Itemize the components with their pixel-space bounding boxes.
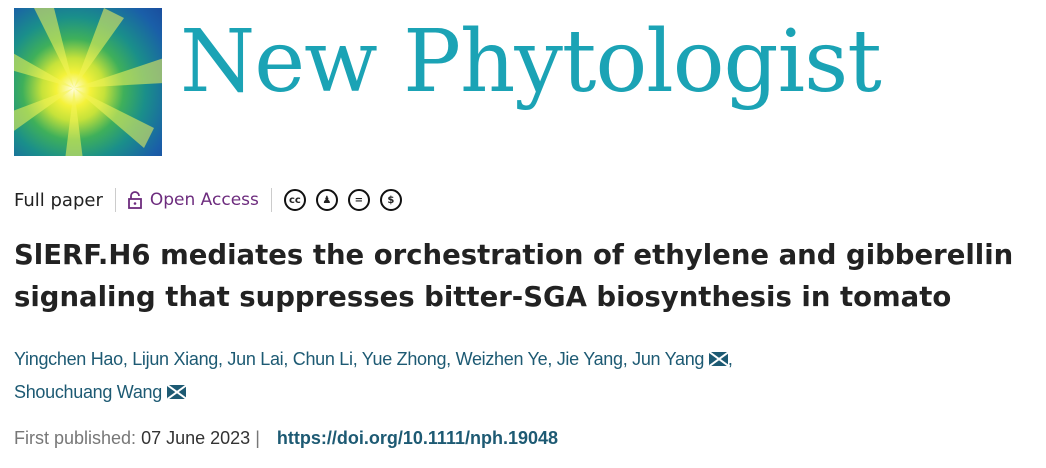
cc-icon: cc — [283, 189, 306, 211]
published-label: First published: — [14, 428, 137, 448]
journal-title[interactable]: New Phytologist — [180, 12, 882, 112]
author-link[interactable]: Jie Yang — [556, 349, 623, 369]
by-icon: ♟ — [315, 189, 338, 211]
author-link[interactable]: Shouchuang Wang — [14, 382, 162, 402]
published-date: 07 June 2023 — [141, 428, 251, 448]
nc-icon: $ — [379, 189, 402, 211]
lock-open-icon — [127, 191, 142, 209]
email-icon[interactable] — [166, 385, 186, 399]
author-link[interactable]: Yue Zhong — [361, 349, 447, 369]
open-access-label: Open Access — [149, 190, 259, 210]
publication-info: First published: 07 June 2023 | https://… — [14, 428, 558, 449]
open-access-badge[interactable]: Open Access — [127, 190, 259, 210]
doi-link[interactable]: https://doi.org/10.1111/nph.19048 — [276, 428, 559, 448]
nd-icon: = — [347, 189, 370, 211]
divider: | — [255, 428, 260, 448]
article-type: Full paper — [14, 189, 103, 211]
author-list: Yingchen Hao, Lijun Xiang, Jun Lai, Chun… — [14, 349, 733, 402]
divider — [114, 188, 116, 212]
author-link[interactable]: Chun Li — [292, 349, 353, 369]
article-meta: Full paper Open Access cc ♟ = $ — [14, 188, 402, 212]
article-title: SlERF.H6 mediates the orchestration of e… — [14, 239, 1014, 313]
author-link[interactable]: Lijun Xiang — [132, 349, 218, 369]
author-link[interactable]: Jun Yang — [632, 349, 705, 369]
divider — [270, 188, 272, 212]
license-icons[interactable]: cc ♟ = $ — [283, 189, 402, 211]
email-icon[interactable] — [708, 352, 728, 366]
author-link[interactable]: Yingchen Hao — [14, 349, 123, 369]
author-link[interactable]: Jun Lai — [227, 349, 284, 369]
author-link[interactable]: Weizhen Ye — [455, 349, 548, 369]
journal-logo-image[interactable] — [14, 8, 162, 156]
